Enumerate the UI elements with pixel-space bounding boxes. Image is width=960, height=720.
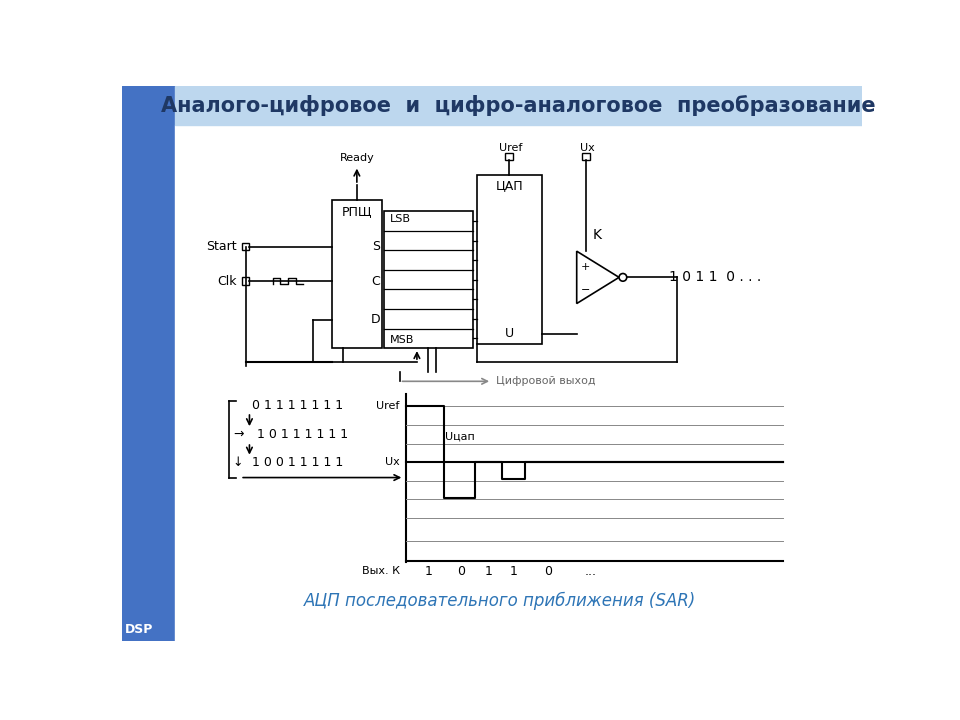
Polygon shape — [577, 251, 619, 304]
Text: ...: ... — [585, 565, 596, 578]
Text: 1: 1 — [485, 565, 492, 578]
Text: →: → — [232, 428, 243, 441]
Text: LSB: LSB — [391, 214, 411, 224]
Text: Ux: Ux — [385, 457, 399, 467]
Bar — [175, 86, 861, 125]
Text: 1: 1 — [425, 565, 433, 578]
Text: 1 0 1 1 1 1 1 1: 1 0 1 1 1 1 1 1 — [257, 428, 348, 441]
Text: Start: Start — [205, 240, 236, 253]
Text: D: D — [371, 313, 380, 326]
Text: 0 1 1 1 1 1 1 1: 0 1 1 1 1 1 1 1 — [252, 400, 343, 413]
Text: DSP: DSP — [125, 623, 154, 636]
Text: U: U — [505, 327, 514, 340]
Text: Ready: Ready — [340, 153, 374, 163]
Text: C: C — [372, 275, 380, 288]
Text: Ux: Ux — [580, 143, 595, 153]
Text: Вых. К: Вых. К — [362, 567, 399, 577]
Text: ЦАП: ЦАП — [495, 179, 523, 192]
Bar — [332, 200, 382, 348]
Text: S: S — [372, 240, 380, 253]
Text: 0: 0 — [457, 565, 466, 578]
Text: 1 0 1 1  0 . . .: 1 0 1 1 0 . . . — [669, 270, 761, 284]
Bar — [506, 153, 514, 161]
Text: 0: 0 — [544, 565, 552, 578]
Text: Аналого-цифровое  и  цифро-аналоговое  преобразование: Аналого-цифровое и цифро-аналоговое прео… — [161, 95, 876, 116]
Bar — [242, 243, 250, 251]
Bar — [582, 153, 589, 161]
Bar — [123, 86, 175, 641]
Text: ↓: ↓ — [232, 456, 243, 469]
Bar — [242, 277, 250, 285]
Text: 1 0 0 1 1 1 1 1: 1 0 0 1 1 1 1 1 — [252, 456, 343, 469]
Bar — [384, 211, 472, 348]
Text: РПЩ: РПЩ — [342, 204, 372, 217]
Text: MSB: MSB — [391, 336, 415, 346]
Text: Uцап: Uцап — [444, 432, 474, 442]
Text: Цифровой выход: Цифровой выход — [496, 377, 595, 387]
Text: +: + — [581, 262, 590, 272]
Text: K: K — [593, 228, 602, 242]
Text: АЦП последовательного приближения (SAR): АЦП последовательного приближения (SAR) — [303, 592, 696, 610]
Text: 1: 1 — [510, 565, 517, 578]
Text: Clk: Clk — [217, 275, 236, 288]
Text: Uref: Uref — [376, 401, 399, 411]
Circle shape — [619, 274, 627, 282]
Bar — [476, 175, 542, 344]
Text: −: − — [581, 284, 590, 294]
Text: Uref: Uref — [499, 143, 522, 153]
